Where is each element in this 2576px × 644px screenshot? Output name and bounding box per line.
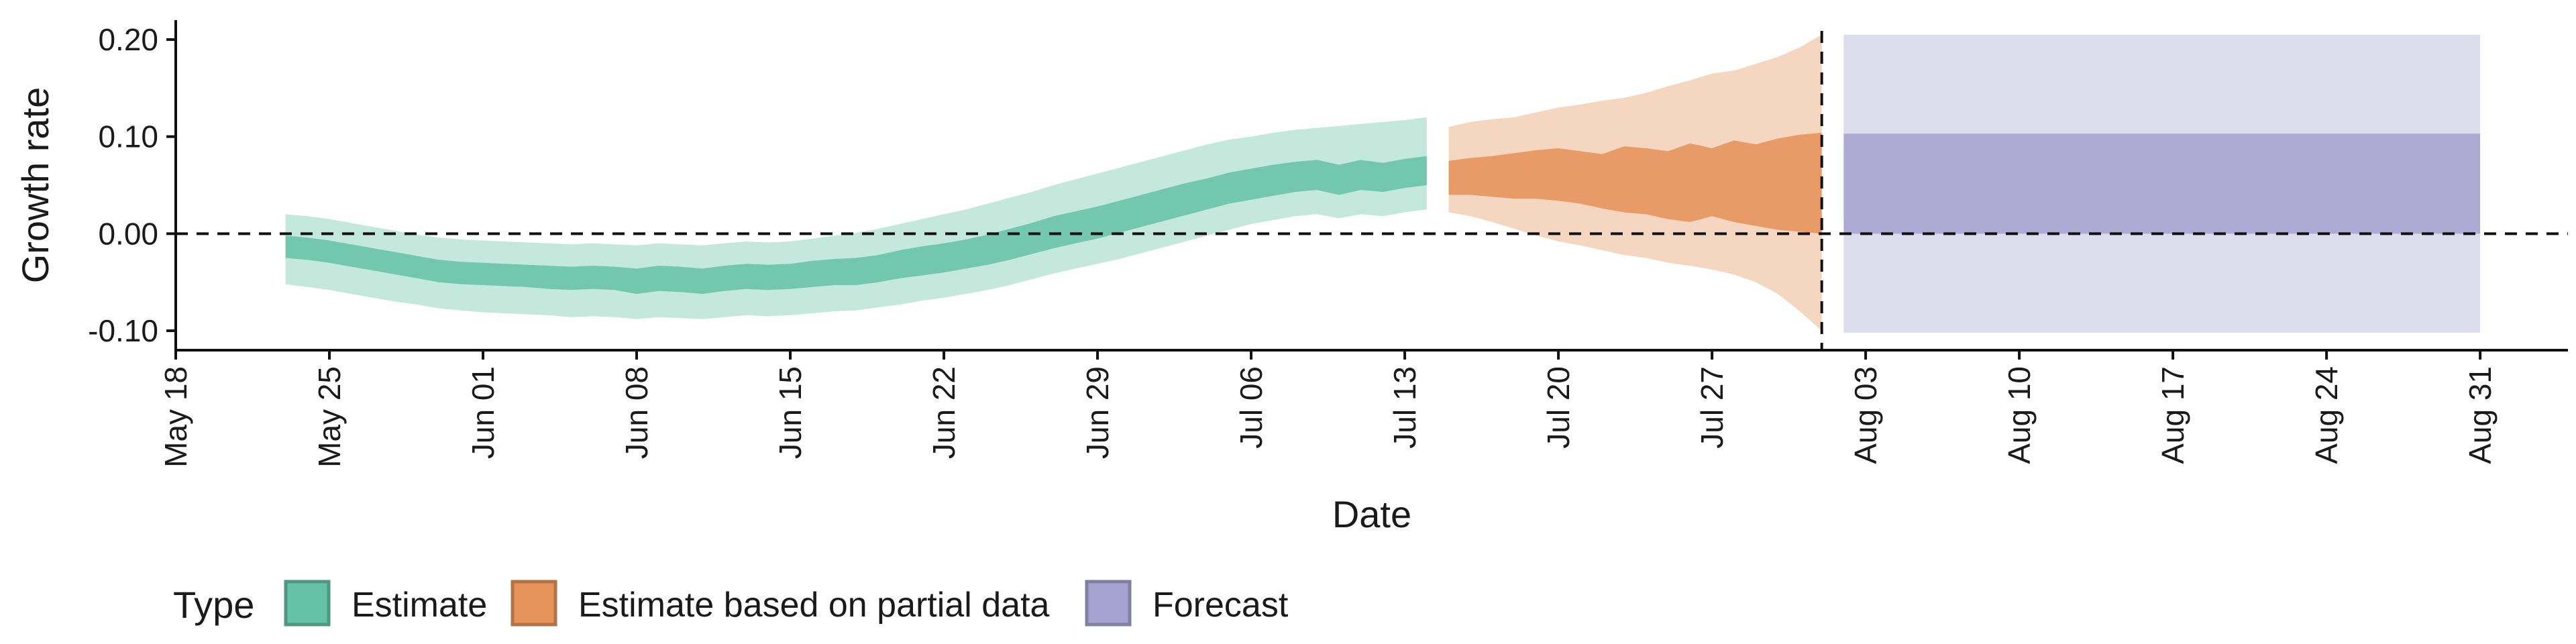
x-tick-label: Jun 22 bbox=[926, 366, 961, 459]
estimate-ribbon-50 bbox=[285, 156, 1427, 294]
x-tick-label: Aug 31 bbox=[2463, 366, 2498, 464]
x-tick-label: Aug 10 bbox=[2002, 366, 2037, 464]
y-tick-label: -0.10 bbox=[88, 313, 158, 348]
y-tick-label: 0.10 bbox=[98, 119, 158, 154]
reference-lines bbox=[176, 31, 2568, 350]
x-tick-label: Jun 15 bbox=[773, 366, 808, 459]
legend: Type Estimate Estimate based on partial da… bbox=[173, 580, 1289, 627]
legend-title: Type bbox=[173, 584, 254, 626]
forecast-ribbon-50 bbox=[1843, 133, 2481, 234]
x-tick-label: Jun 29 bbox=[1080, 366, 1115, 459]
x-tick-label: Jun 08 bbox=[619, 366, 654, 459]
legend-label-estimate: Estimate bbox=[352, 586, 487, 625]
y-tick-label: 0.20 bbox=[98, 22, 158, 57]
x-tick-label: Jul 20 bbox=[1541, 366, 1576, 449]
x-tick-label: May 25 bbox=[312, 366, 347, 468]
legend-swatch-estimate-based-on-partial-data bbox=[511, 580, 557, 627]
estimate-based-on-partial-data-ribbon-50 bbox=[1448, 132, 1822, 234]
axes bbox=[174, 20, 2568, 352]
x-tick-label: Aug 24 bbox=[2309, 366, 2344, 464]
x-tick-label: Jul 13 bbox=[1387, 366, 1422, 449]
x-tick-label: Jul 27 bbox=[1695, 366, 1729, 449]
x-tick-label: Jul 06 bbox=[1234, 366, 1269, 449]
ribbon-layer bbox=[285, 34, 2481, 333]
y-axis-title: Growth rate bbox=[14, 87, 56, 284]
x-axis-title: Date bbox=[1332, 493, 1411, 535]
legend-swatch-estimate bbox=[284, 580, 331, 627]
y-tick-label: 0.00 bbox=[98, 216, 158, 251]
x-tick-label: Jun 01 bbox=[466, 366, 500, 459]
legend-swatch-forecast bbox=[1085, 580, 1132, 627]
estimate-ribbon-90 bbox=[285, 117, 1427, 319]
x-tick-label: Aug 03 bbox=[1848, 366, 1883, 464]
tick-layer: -0.10 0.00 0.10 0.20 May 18 May 25 Jun 01 Jun 0… bbox=[88, 22, 2498, 468]
x-tick-label: May 18 bbox=[158, 366, 193, 468]
legend-label-forecast: Forecast bbox=[1152, 586, 1289, 625]
x-tick-label: Aug 17 bbox=[2155, 366, 2190, 464]
legend-label-estimate-based-on-partial-data: Estimate based on partial data bbox=[578, 586, 1050, 625]
